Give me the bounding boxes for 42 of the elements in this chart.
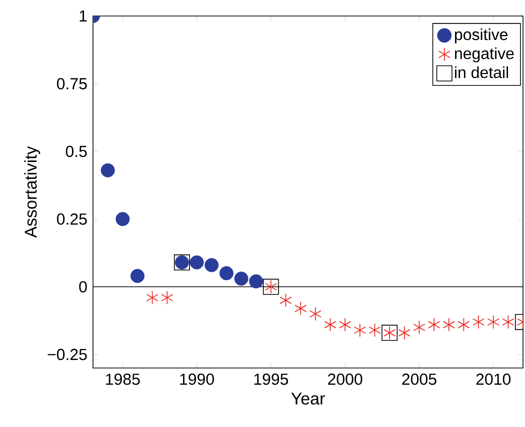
x-tick-label: 1995	[254, 374, 288, 385]
point	[294, 301, 307, 316]
y-tick-label: 0.25	[56, 213, 87, 225]
point	[161, 290, 174, 305]
legend-label: positive	[455, 28, 508, 44]
point	[249, 274, 264, 288]
point	[354, 323, 366, 338]
point	[442, 318, 455, 332]
point	[130, 268, 144, 283]
y-tick-label: 1	[80, 10, 87, 22]
legend-label: in detail	[455, 66, 508, 78]
point	[368, 323, 381, 338]
x-tick-label: 2010	[476, 374, 511, 385]
x-axis-title: Year	[291, 392, 325, 405]
y-tick-label: 0.5	[66, 146, 87, 158]
point	[487, 315, 500, 329]
point	[428, 318, 440, 332]
point	[472, 315, 485, 329]
point	[234, 272, 248, 286]
point	[309, 306, 322, 321]
point	[116, 212, 130, 226]
point	[413, 320, 426, 334]
x-tick-label: 1990	[180, 374, 214, 385]
point	[146, 290, 158, 305]
x-tick-label: 1985	[106, 374, 140, 385]
point	[502, 315, 514, 329]
point	[219, 266, 234, 280]
point	[398, 326, 410, 340]
legend-label: negative	[455, 47, 514, 62]
point	[204, 258, 219, 272]
point	[324, 318, 336, 332]
point	[280, 293, 292, 308]
point	[100, 163, 115, 178]
point	[338, 318, 352, 332]
y-tick-label: 0	[79, 281, 87, 292]
y-tick-label: 0.75	[56, 78, 87, 90]
point	[458, 318, 470, 332]
x-tick-label: 2005	[402, 374, 436, 385]
x-tick-label: 2000	[328, 374, 362, 385]
y-tick-label: −0.25	[48, 348, 87, 360]
y-axis-title: Assortativity	[24, 146, 40, 238]
point	[190, 255, 204, 270]
